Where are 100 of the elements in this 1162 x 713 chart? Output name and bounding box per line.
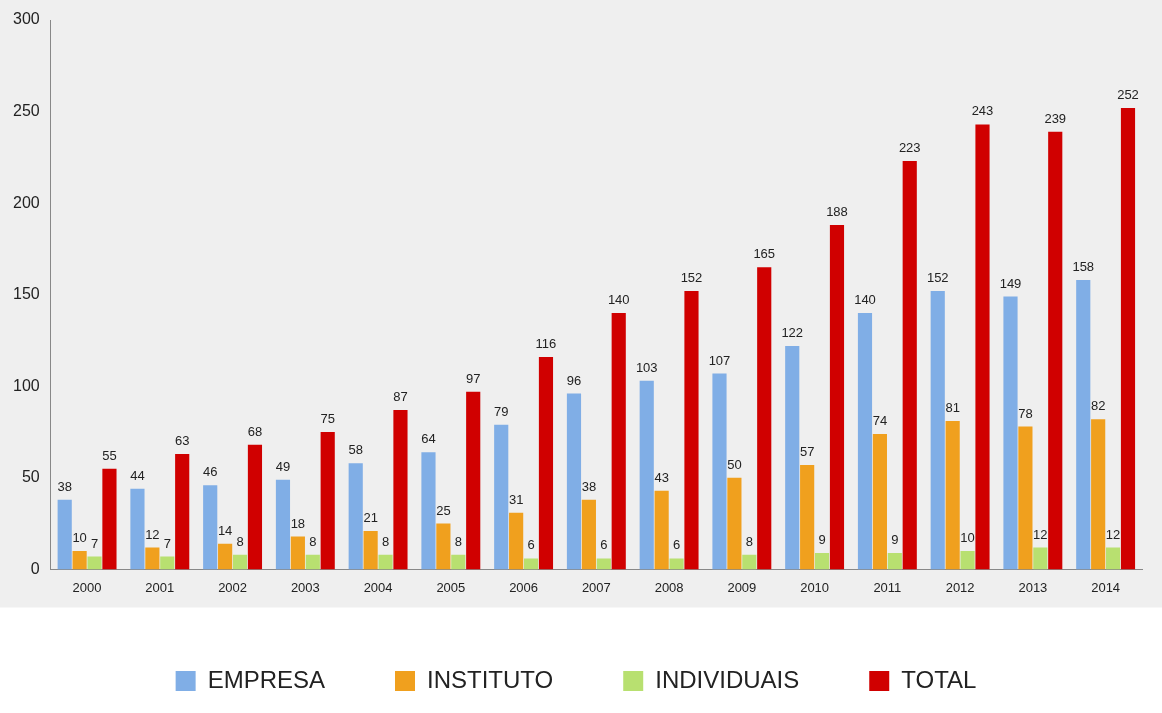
bar xyxy=(857,313,873,570)
bar xyxy=(509,512,524,570)
data-label: 12 xyxy=(1033,526,1048,542)
data-label: 149 xyxy=(999,275,1022,291)
data-label: 158 xyxy=(1072,259,1095,275)
bar xyxy=(742,554,757,570)
bar xyxy=(275,479,291,570)
x-tick-label: 2005 xyxy=(436,579,466,595)
x-tick-label: 2011 xyxy=(873,579,902,595)
bar xyxy=(1091,419,1106,570)
bar xyxy=(902,161,917,570)
bar xyxy=(290,536,305,570)
bar xyxy=(451,554,466,570)
x-tick-label: 2014 xyxy=(1091,579,1121,595)
data-label: 25 xyxy=(436,502,451,518)
data-label: 74 xyxy=(872,412,888,428)
bar xyxy=(393,410,408,570)
bar xyxy=(320,432,335,570)
data-label: 78 xyxy=(1018,405,1033,421)
bar xyxy=(102,468,117,570)
bar xyxy=(785,345,800,570)
bar xyxy=(218,543,233,570)
data-label: 9 xyxy=(818,532,826,547)
data-label: 239 xyxy=(1044,110,1067,126)
y-tick-label: 50 xyxy=(21,468,40,486)
data-label: 252 xyxy=(1117,86,1139,102)
x-tick-label: 2002 xyxy=(218,579,248,595)
legend-label: INDIVIDUAIS xyxy=(655,665,800,693)
y-tick-label: 250 xyxy=(12,101,40,119)
bar xyxy=(1076,280,1091,570)
bar xyxy=(654,490,669,570)
x-tick-label: 2001 xyxy=(145,579,175,595)
bar xyxy=(87,556,102,570)
data-label: 7 xyxy=(90,535,99,551)
data-label: 107 xyxy=(708,352,731,368)
data-label: 46 xyxy=(202,464,218,480)
data-label: 55 xyxy=(102,447,117,463)
bar xyxy=(669,558,684,570)
legend-label: INSTITUTO xyxy=(426,665,554,693)
x-tick-label: 2009 xyxy=(727,579,757,595)
bar xyxy=(727,477,742,570)
data-label: 8 xyxy=(236,533,244,549)
bar xyxy=(887,552,902,570)
bar xyxy=(494,424,509,570)
data-label: 223 xyxy=(898,140,921,156)
y-tick-label: 150 xyxy=(12,285,40,303)
x-tick-label: 2008 xyxy=(654,579,684,595)
data-label: 57 xyxy=(799,444,815,460)
data-label: 152 xyxy=(680,270,703,286)
bar xyxy=(639,380,654,570)
x-tick-label: 2003 xyxy=(290,579,320,595)
data-label: 58 xyxy=(348,442,363,458)
data-label: 38 xyxy=(57,478,72,494)
legend-label: EMPRESA xyxy=(207,665,326,693)
data-label: 8 xyxy=(381,533,390,549)
data-label: 140 xyxy=(607,292,630,308)
data-label: 21 xyxy=(363,510,378,526)
data-label: 75 xyxy=(320,411,335,427)
data-label: 8 xyxy=(309,533,317,549)
bar xyxy=(1106,547,1121,570)
data-label: 87 xyxy=(393,389,408,405)
y-tick-label: 200 xyxy=(12,193,40,211)
data-label: 12 xyxy=(1105,526,1121,542)
data-label: 8 xyxy=(745,533,753,549)
bar xyxy=(466,391,481,570)
data-label: 14 xyxy=(217,522,233,538)
bar xyxy=(611,313,626,570)
bar xyxy=(57,499,72,570)
data-label: 64 xyxy=(421,431,436,447)
data-label: 49 xyxy=(275,458,291,474)
data-label: 96 xyxy=(566,372,582,388)
data-label: 10 xyxy=(72,530,87,546)
x-tick-label: 2007 xyxy=(581,579,611,595)
bar xyxy=(945,421,960,570)
bar xyxy=(814,552,830,570)
bar xyxy=(305,554,320,570)
x-tick-label: 2006 xyxy=(509,579,539,595)
x-tick-label: 2013 xyxy=(1018,579,1048,595)
y-tick-label: 300 xyxy=(12,10,40,28)
data-label: 6 xyxy=(672,537,681,553)
data-label: 82 xyxy=(1090,398,1106,414)
data-label: 43 xyxy=(654,469,669,485)
y-tick-label: 0 xyxy=(30,559,40,577)
bar xyxy=(160,556,175,570)
bar xyxy=(421,452,436,570)
data-label: 68 xyxy=(247,423,263,439)
data-label: 63 xyxy=(174,433,190,449)
bar xyxy=(1033,547,1048,570)
bar xyxy=(436,523,451,570)
bar xyxy=(363,530,378,570)
data-label: 6 xyxy=(600,537,608,553)
legend-label: TOTAL xyxy=(901,665,977,693)
bar xyxy=(523,558,539,570)
bar xyxy=(247,444,263,570)
bar xyxy=(596,558,611,570)
bar xyxy=(232,554,248,570)
data-label: 79 xyxy=(493,403,509,419)
data-label: 152 xyxy=(926,270,949,286)
x-tick-label: 2000 xyxy=(72,579,102,595)
bar xyxy=(975,124,990,570)
